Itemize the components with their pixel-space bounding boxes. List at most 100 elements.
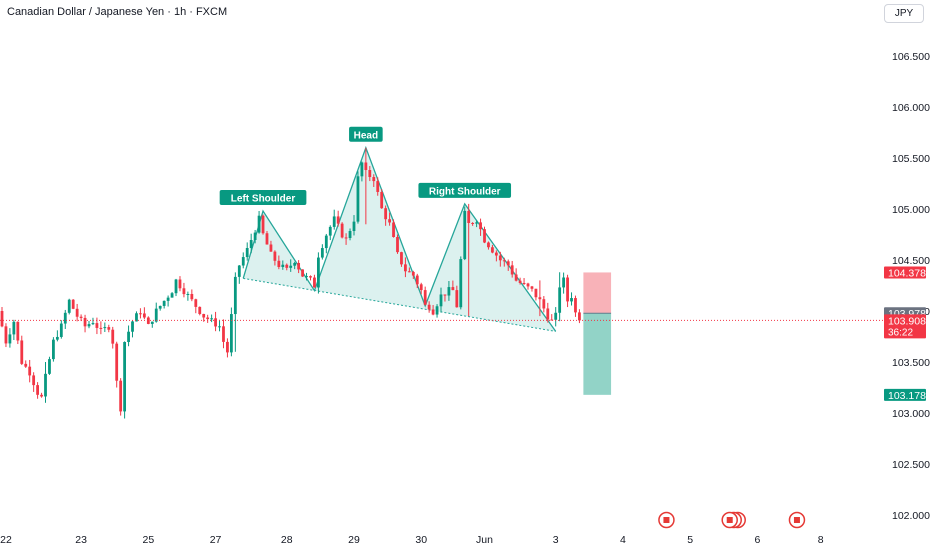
candle <box>222 319 225 349</box>
candle <box>218 319 221 332</box>
candle <box>558 272 562 322</box>
maple-leaf-icon <box>663 517 670 523</box>
candle-body <box>218 326 221 328</box>
candle-body <box>328 226 332 236</box>
candle <box>538 280 542 317</box>
candle <box>8 328 12 348</box>
candle-body <box>392 222 395 238</box>
canada-flag-icon[interactable] <box>788 511 806 529</box>
pattern-label[interactable]: Head <box>349 126 383 142</box>
candle-body <box>494 252 498 256</box>
candle-body <box>269 244 273 252</box>
pattern-labels[interactable]: Left Shoulder Head Right Shoulder <box>219 126 512 206</box>
price-label-target[interactable]: 103.178 <box>884 388 926 402</box>
candle-body <box>99 327 103 329</box>
candle-body <box>261 215 265 234</box>
head-and-shoulders-pattern[interactable] <box>242 145 557 332</box>
candle <box>277 255 281 270</box>
candle-body <box>530 286 534 289</box>
candle-body <box>107 327 111 330</box>
candle <box>123 341 127 419</box>
canada-flag-icon[interactable] <box>658 511 675 529</box>
candle <box>340 222 344 239</box>
candle-body <box>538 297 542 300</box>
candle-body <box>139 313 142 315</box>
pattern-label-text: Right Shoulder <box>429 186 501 197</box>
currency-button[interactable]: JPY <box>884 4 924 23</box>
candle <box>570 292 573 306</box>
candle <box>170 292 174 298</box>
candle <box>542 296 546 313</box>
candle-body <box>439 294 443 307</box>
take-profit-zone[interactable] <box>583 313 612 395</box>
candle <box>384 205 388 226</box>
pattern-neckline[interactable] <box>243 277 556 332</box>
candle <box>178 276 182 292</box>
time-tick-label: 29 <box>348 534 360 546</box>
candle <box>427 301 431 313</box>
candle <box>206 314 210 323</box>
pattern-label[interactable]: Left Shoulder <box>219 190 307 206</box>
candle-body <box>131 321 134 332</box>
time-tick-label: 28 <box>281 534 293 546</box>
candle-body <box>340 223 344 238</box>
position-tool[interactable] <box>583 272 612 395</box>
candle <box>119 378 123 416</box>
candle-body <box>344 237 348 239</box>
candle-body <box>237 265 241 277</box>
candle-body <box>174 279 178 294</box>
economic-events[interactable] <box>658 511 806 529</box>
candle-body <box>320 248 324 258</box>
price-axis[interactable]: 106.500106.000105.500105.000104.500104.0… <box>884 51 930 522</box>
candle-body <box>554 312 558 320</box>
candle <box>479 218 482 236</box>
candle <box>293 261 297 270</box>
candle <box>115 341 119 388</box>
candle <box>186 291 190 301</box>
candle <box>483 226 486 244</box>
candle-body <box>455 290 459 308</box>
canada-flag-icon[interactable] <box>721 511 746 529</box>
candle-body <box>360 162 364 177</box>
candle <box>269 240 273 252</box>
candle <box>447 281 451 301</box>
candle-body <box>249 239 253 249</box>
price-label-stop[interactable]: 104.378 <box>884 266 926 279</box>
candle-body <box>324 235 328 249</box>
price-tick-label: 104.500 <box>892 255 930 267</box>
symbol-title[interactable]: Canadian Dollar / Japanese Yen · 1h · FX… <box>7 6 228 18</box>
stop-loss-zone[interactable] <box>583 272 612 314</box>
candle <box>328 225 332 241</box>
candle-body <box>419 284 423 291</box>
candle-body <box>206 317 210 320</box>
candle-body <box>463 210 467 260</box>
time-axis[interactable]: 22 23 25 27 28 29 30 Jun 3 4 5 6 8 <box>0 534 824 546</box>
candle <box>194 298 198 314</box>
candle <box>103 322 107 333</box>
time-tick-label: 3 <box>553 534 559 546</box>
candle <box>471 222 475 226</box>
candle-body <box>483 229 486 243</box>
candle <box>431 305 435 316</box>
candle <box>510 260 514 278</box>
maple-leaf-icon <box>726 517 733 523</box>
pattern-label[interactable]: Right Shoulder <box>418 182 512 198</box>
candle-body <box>364 162 368 171</box>
candle <box>494 250 498 262</box>
candle-body <box>404 264 407 272</box>
candle <box>518 277 522 285</box>
candle <box>491 244 494 254</box>
candle <box>443 294 447 302</box>
maple-leaf-icon <box>793 517 800 523</box>
candle-body <box>32 375 36 386</box>
candle <box>502 257 506 267</box>
candle-body <box>502 260 506 262</box>
price-tick-label: 102.000 <box>892 510 930 522</box>
candle-body <box>388 219 391 223</box>
candle-body <box>170 293 174 298</box>
candle-body <box>479 222 482 230</box>
candle-body <box>475 222 478 224</box>
candle <box>578 309 581 324</box>
